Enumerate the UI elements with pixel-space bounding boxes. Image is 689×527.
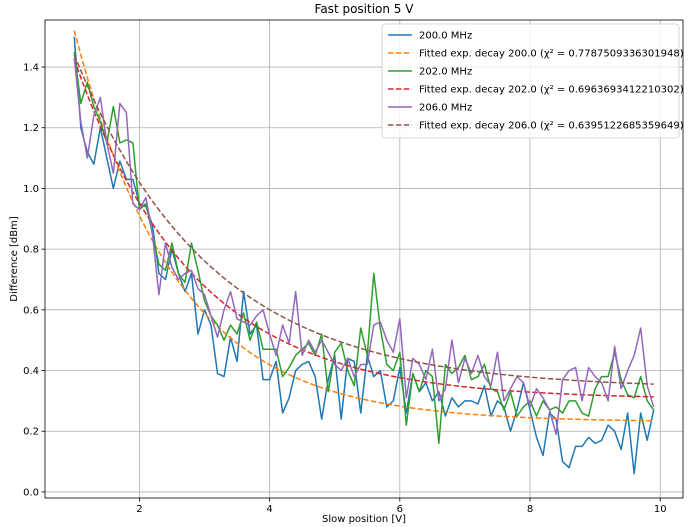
chart-title: Fast position 5 V — [315, 2, 415, 16]
legend: 200.0 MHz Fitted exp. decay 200.0 (χ² = 0… — [381, 23, 684, 139]
series-layer — [73, 30, 655, 475]
series-line-2 — [73, 51, 655, 445]
x-tick-label: 2 — [136, 504, 142, 515]
y-tick-label: 0.4 — [23, 366, 39, 377]
x-tick-label: 6 — [397, 504, 403, 515]
plot-frame — [44, 19, 684, 499]
y-tick-label: 0.0 — [23, 487, 39, 498]
x-tick-label: 10 — [654, 504, 667, 515]
y-tick-label: 0.2 — [23, 427, 39, 438]
y-tick-label: 1.0 — [23, 184, 39, 195]
series-line-5 — [73, 54, 654, 385]
legend-label-4: 206.0 MHz — [419, 103, 472, 114]
y-tick-label: 0.6 — [23, 305, 39, 316]
legend-label-2: 202.0 MHz — [419, 67, 472, 78]
y-axis-label: Difference [dBm] — [9, 216, 20, 302]
ticks: 2 4 6 8 10 0.0 0.2 0.4 0.6 0.8 1.0 1.2 1.4 — [23, 63, 666, 515]
x-axis-label: Slow position [V] — [322, 514, 406, 525]
y-tick-label: 1.4 — [23, 63, 39, 74]
legend-label-3: Fitted exp. decay 202.0 (χ² = 0.69636934… — [419, 85, 684, 96]
series-line-1 — [73, 30, 654, 422]
legend-label-5: Fitted exp. decay 206.0 (χ² = 0.63951226… — [419, 121, 684, 132]
x-tick-label: 8 — [527, 504, 533, 515]
y-tick-label: 1.2 — [23, 123, 39, 134]
legend-label-1: Fitted exp. decay 200.0 (χ² = 0.77875093… — [419, 49, 684, 60]
legend-box — [381, 23, 680, 139]
x-tick-label: 4 — [266, 504, 272, 515]
series-line-4 — [73, 57, 655, 436]
legend-label-0: 200.0 MHz — [419, 31, 472, 42]
series-line-3 — [73, 59, 654, 398]
y-tick-label: 0.8 — [23, 245, 39, 256]
